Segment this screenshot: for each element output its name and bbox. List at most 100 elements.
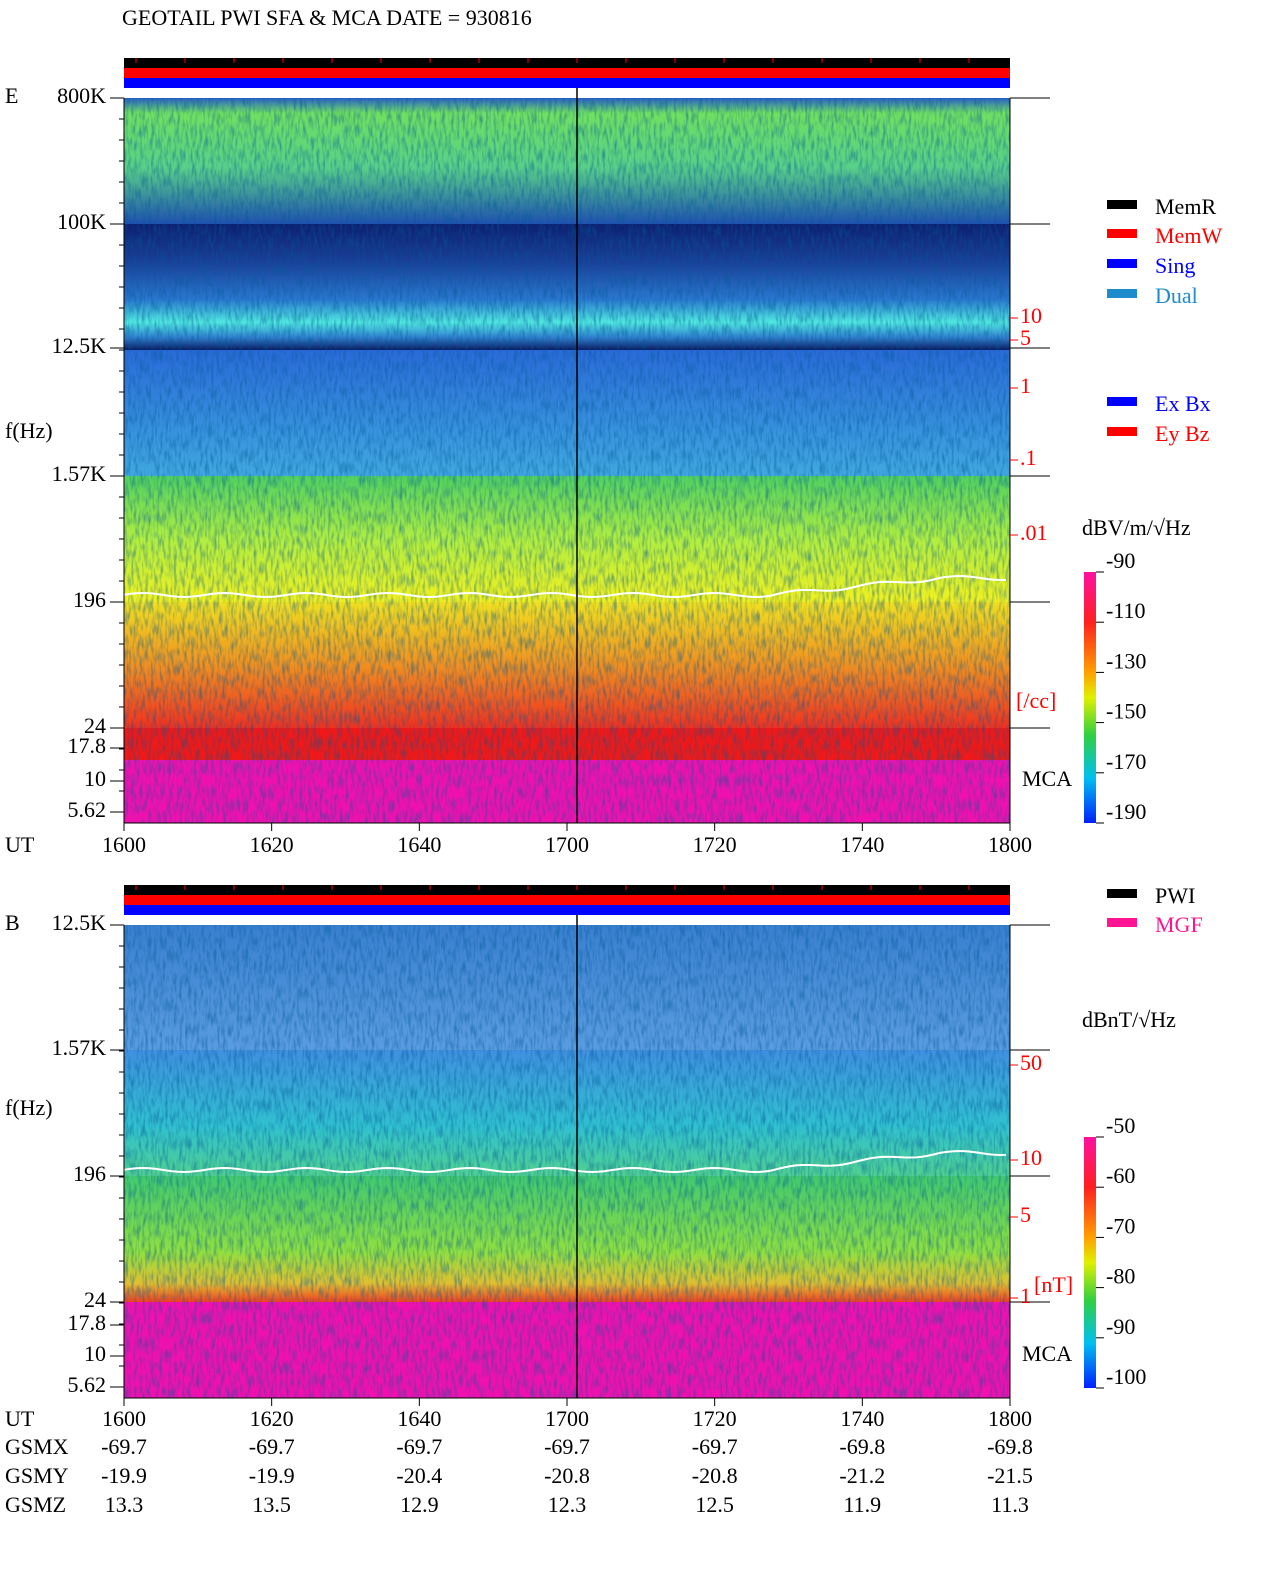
colorbar-tick-label: -80 — [1106, 1264, 1135, 1289]
orbit-value: 13.3 — [105, 1492, 144, 1517]
colorbar-tick-label: -130 — [1106, 648, 1146, 673]
mca-label: MCA — [1022, 766, 1072, 791]
density-tick-label: .1 — [1020, 445, 1037, 470]
legend-swatch — [1107, 200, 1137, 209]
legend-label: MemW — [1155, 223, 1222, 248]
colorbar-tick-label: -90 — [1106, 1314, 1135, 1339]
x-tick-label: 1720 — [693, 1406, 737, 1431]
orbit-value: -20.4 — [396, 1463, 442, 1488]
y-tick-label: 1.57K — [52, 461, 107, 486]
legend-label: Dual — [1155, 283, 1198, 308]
colorbar-tick-label: -110 — [1106, 598, 1146, 623]
y-tick-label: 5.62 — [68, 797, 107, 822]
legend-swatch — [1107, 289, 1137, 298]
legend-label: Sing — [1155, 253, 1195, 278]
orbit-value: -69.8 — [987, 1434, 1033, 1459]
orbit-value: -19.9 — [101, 1463, 147, 1488]
spectrogram-noise — [124, 925, 1010, 1398]
colorbar-label: dBV/m/√Hz — [1082, 515, 1191, 540]
density-tick-label: 10 — [1020, 1145, 1042, 1170]
spectrogram-noise — [124, 98, 1010, 823]
legend-swatch — [1107, 918, 1137, 927]
status-bar — [124, 895, 1010, 905]
density-unit: [nT] — [1034, 1272, 1073, 1297]
status-bar — [124, 885, 1010, 895]
density-tick-label: 10 — [1020, 303, 1042, 328]
colorbar — [1084, 1137, 1096, 1388]
colorbar-tick-label: -190 — [1106, 799, 1146, 824]
y-tick-label: 10 — [84, 1341, 106, 1366]
status-bar — [124, 58, 1010, 68]
orbit-value: -69.7 — [396, 1434, 442, 1459]
panel-label: E — [5, 83, 18, 108]
y-tick-label: 196 — [73, 1161, 106, 1186]
orbit-value: -20.8 — [692, 1463, 738, 1488]
x-tick-label: 1800 — [988, 1406, 1032, 1431]
colorbar-tick-label: -100 — [1106, 1364, 1146, 1389]
x-tick-label: 1620 — [250, 1406, 294, 1431]
x-tick-label: 1740 — [840, 832, 884, 857]
density-tick-label: .01 — [1020, 520, 1048, 545]
colorbar-tick-label: -70 — [1106, 1213, 1135, 1238]
x-axis-label: UT — [5, 1406, 35, 1431]
legend-swatch — [1107, 397, 1137, 406]
orbit-value: -21.5 — [987, 1463, 1033, 1488]
y-tick-label: 17.8 — [68, 733, 107, 758]
legend-label: PWI — [1155, 883, 1195, 908]
y-tick-label: 196 — [73, 587, 106, 612]
x-tick-label: 1600 — [102, 1406, 146, 1431]
y-tick-label: 12.5K — [52, 910, 107, 935]
trace-line — [123, 575, 1007, 599]
title: GEOTAIL PWI SFA & MCA DATE = 930816 — [122, 5, 532, 30]
legend-swatch — [1107, 427, 1137, 436]
mca-label: MCA — [1022, 1341, 1072, 1366]
legend-label: Ex Bx — [1155, 391, 1211, 416]
orbit-value: 11.9 — [843, 1492, 881, 1517]
density-tick-label: 5 — [1020, 325, 1031, 350]
colorbar-tick-label: -50 — [1106, 1113, 1135, 1138]
legend-swatch — [1107, 229, 1137, 238]
y-tick-label: 800K — [57, 83, 106, 108]
x-tick-label: 1640 — [397, 832, 441, 857]
y-axis-label: f(Hz) — [5, 418, 53, 443]
legend-label: Ey Bz — [1155, 421, 1210, 446]
x-tick-label: 1600 — [102, 832, 146, 857]
density-tick-label: 1 — [1020, 373, 1031, 398]
y-tick-label: 12.5K — [52, 333, 107, 358]
legend-swatch — [1107, 259, 1137, 268]
density-unit: [/cc] — [1016, 688, 1056, 713]
legend-label: MemR — [1155, 194, 1216, 219]
y-tick-label: 1.57K — [52, 1035, 107, 1060]
y-tick-label: 24 — [84, 713, 106, 738]
x-tick-label: 1720 — [693, 832, 737, 857]
x-tick-label: 1640 — [397, 1406, 441, 1431]
y-tick-label: 100K — [57, 209, 106, 234]
orbit-value: -20.8 — [544, 1463, 590, 1488]
orbit-value: 12.5 — [695, 1492, 734, 1517]
orbit-value: 11.3 — [991, 1492, 1029, 1517]
colorbar-tick-label: -60 — [1106, 1163, 1135, 1188]
density-tick-label: 5 — [1020, 1202, 1031, 1227]
status-bar — [124, 78, 1010, 88]
x-tick-label: 1620 — [250, 832, 294, 857]
legend-label: MGF — [1155, 912, 1203, 937]
density-tick-label: 50 — [1020, 1050, 1042, 1075]
y-tick-label: 17.8 — [68, 1310, 107, 1335]
colorbar-tick-label: -170 — [1106, 749, 1146, 774]
colorbar-tick-label: -90 — [1106, 548, 1135, 573]
y-axis-label: f(Hz) — [5, 1095, 53, 1120]
x-tick-label: 1800 — [988, 832, 1032, 857]
colorbar — [1084, 572, 1096, 823]
colorbar-tick-label: -150 — [1106, 699, 1146, 724]
orbit-value: -69.8 — [839, 1434, 885, 1459]
status-bar — [124, 68, 1010, 78]
orbit-value: 12.9 — [400, 1492, 439, 1517]
orbit-value: -21.2 — [839, 1463, 885, 1488]
orbit-value: 13.5 — [252, 1492, 291, 1517]
orbit-label: GSMY — [5, 1463, 69, 1488]
y-tick-label: 10 — [84, 766, 106, 791]
orbit-value: -69.7 — [692, 1434, 738, 1459]
colorbar-label: dBnT/√Hz — [1082, 1007, 1176, 1032]
